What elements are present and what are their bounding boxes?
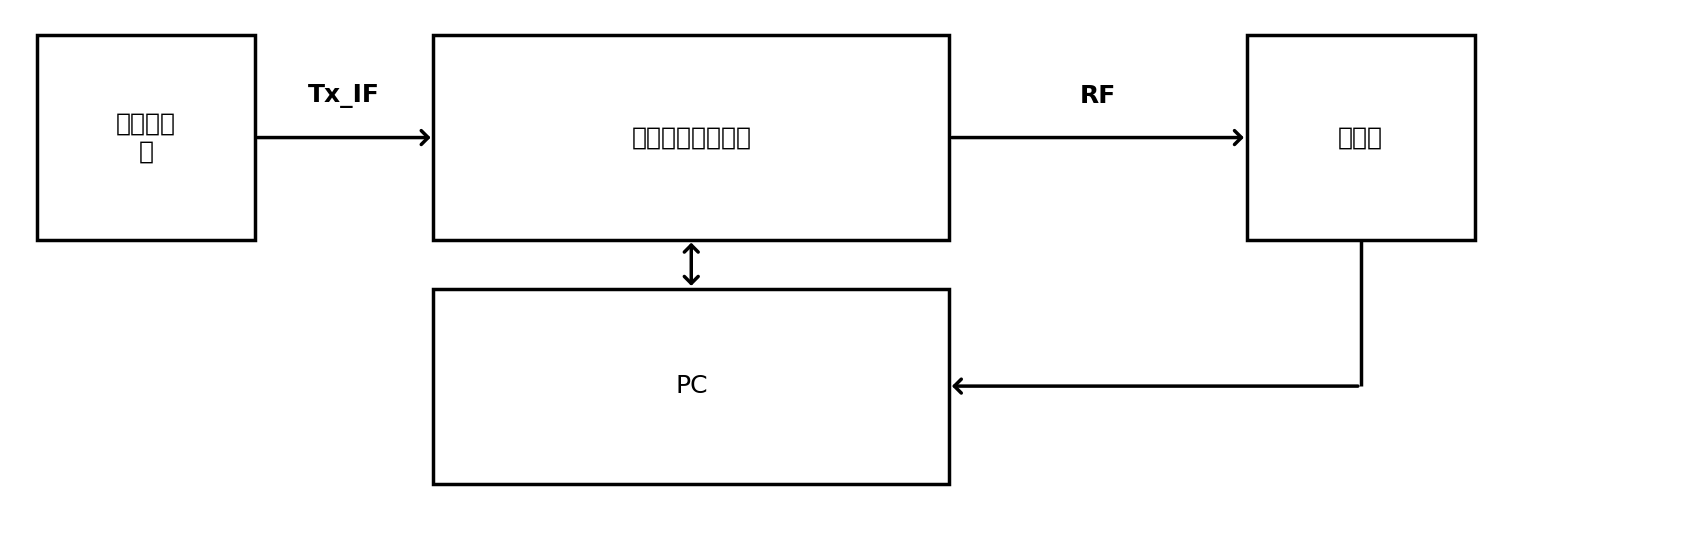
- Text: RF: RF: [1080, 85, 1117, 108]
- Text: PC: PC: [675, 374, 707, 398]
- Bar: [434, 35, 950, 240]
- Bar: [434, 289, 950, 484]
- Text: 数字微波收发信机: 数字微波收发信机: [631, 126, 751, 149]
- Text: Tx_IF: Tx_IF: [309, 85, 380, 108]
- Bar: [1247, 35, 1474, 240]
- Text: 功率计: 功率计: [1338, 126, 1383, 149]
- Bar: [37, 35, 255, 240]
- Text: 中频信号
源: 中频信号 源: [116, 111, 175, 164]
